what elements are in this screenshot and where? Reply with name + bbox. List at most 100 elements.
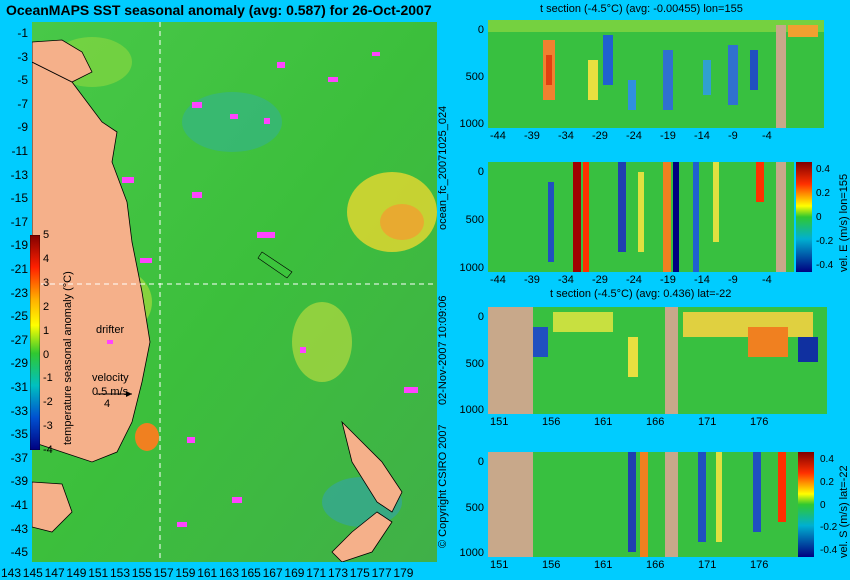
latitude-tick-label: -29 <box>10 356 28 371</box>
y-tick-label: 500 <box>465 501 484 514</box>
t-section-lat-panel[interactable] <box>488 307 827 414</box>
vel-s-colorbar <box>798 452 814 557</box>
copyright-label: © Copyright CSIRO 2007 <box>437 424 449 548</box>
latitude-tick-label: -37 <box>10 450 28 465</box>
longitude-tick-label: 153 <box>110 566 131 580</box>
x-tick-label: 166 <box>646 416 665 428</box>
x-tick-label: 161 <box>594 559 613 571</box>
colorbar-tick-label: 0.4 <box>820 454 834 465</box>
longitude-tick-label: 161 <box>197 566 218 580</box>
y-tick-label: 0 <box>477 311 484 323</box>
longitude-tick-label: 151 <box>88 566 109 580</box>
x-tick-label: -4 <box>762 274 772 286</box>
t-section-lon-panel[interactable] <box>488 20 824 128</box>
x-tick-label: -14 <box>694 130 710 142</box>
drifter-marker <box>328 77 338 82</box>
y-tick-label: 500 <box>465 357 484 370</box>
forecast-id-label: ocean_fc_20071025_024 <box>437 105 449 230</box>
longitude-tick-label: 167 <box>262 566 283 580</box>
section-plot <box>488 20 824 128</box>
latitude-tick-label: -7 <box>17 96 28 111</box>
vel-e-lon-panel[interactable] <box>488 162 794 272</box>
drifter-marker <box>230 114 238 119</box>
colorbar-tick-label: -0.2 <box>816 236 834 247</box>
latitude-tick-label: -5 <box>17 73 28 88</box>
drifter-marker <box>122 177 134 183</box>
latitude-tick-label: -15 <box>10 191 28 206</box>
latitude-tick-label: -39 <box>10 474 28 489</box>
colorbar-gradient <box>798 452 814 557</box>
longitude-tick-label: 157 <box>153 566 174 580</box>
warm-eddy <box>135 423 159 451</box>
latitude-tick-label: -31 <box>10 380 28 394</box>
map-canvas <box>32 22 437 562</box>
drifter-marker <box>232 497 242 503</box>
latitude-tick-label: -41 <box>10 498 28 512</box>
x-tick-label: 176 <box>750 416 769 428</box>
vel-s-lat-panel[interactable] <box>488 452 798 557</box>
colorbar-tick-label: 4 <box>43 252 50 265</box>
drifter-marker <box>107 340 113 344</box>
new-caledonia-outline <box>257 251 293 279</box>
map-title: OceanMAPS SST seasonal anomaly (avg: 0.5… <box>6 2 432 18</box>
new-zealand-north-island <box>341 420 403 513</box>
x-tick-label: -39 <box>524 274 540 286</box>
drifter-marker <box>187 437 195 443</box>
x-tick-label: 151 <box>490 559 509 571</box>
latitude-tick-label: -1 <box>17 26 28 40</box>
drifter-marker <box>177 522 187 527</box>
drifter-marker <box>257 232 275 238</box>
latitude-tick-label: -11 <box>11 144 28 158</box>
colorbar-gradient <box>30 235 40 450</box>
x-tick-label: -39 <box>524 130 540 142</box>
latitude-tick-label: -23 <box>10 285 28 300</box>
longitude-tick-label: 175 <box>349 566 370 580</box>
x-tick-label: 166 <box>646 559 665 571</box>
velocity-arrow-head <box>126 391 132 397</box>
x-tick-label: -34 <box>558 130 574 142</box>
x-tick-label: 171 <box>698 416 717 428</box>
x-tick-label: -44 <box>490 274 506 286</box>
sst-anomaly-map[interactable] <box>32 22 437 562</box>
longitude-tick-label: 149 <box>66 566 87 580</box>
colorbar-tick-label: -0.2 <box>820 522 838 534</box>
drifter-marker <box>300 347 306 353</box>
colorbar-tick-label: -4 <box>43 444 53 457</box>
longitude-tick-label: 179 <box>393 566 414 580</box>
x-tick-label: 151 <box>490 416 509 428</box>
warm-anomaly-core <box>380 204 424 240</box>
x-tick-label: -29 <box>592 274 608 286</box>
tasmania-landmass <box>32 481 73 533</box>
latitude-tick-label: -17 <box>10 214 28 229</box>
x-tick-label: -4 <box>762 130 772 142</box>
latitude-tick-label: -9 <box>17 120 28 135</box>
colorbar-tick-label: 0.4 <box>816 164 830 175</box>
drifter-marker <box>372 52 380 56</box>
colorbar-tick-label: 0 <box>820 499 826 511</box>
x-tick-label: 171 <box>698 559 717 571</box>
x-tick-label: -24 <box>626 130 642 142</box>
section-plot <box>488 452 798 557</box>
colorbar-tick-label: 5 <box>43 229 50 241</box>
y-tick-label: 1000 <box>459 262 484 274</box>
drifter-marker <box>264 118 270 124</box>
vel-e-colorbar-label: vel. E (m/s) lon=155 <box>838 173 850 272</box>
colorbar-tick-label: 0 <box>43 348 50 361</box>
vel-e-colorbar <box>796 162 812 272</box>
longitude-tick-label: 165 <box>240 566 261 580</box>
colorbar-tick-label: -0.4 <box>820 545 838 556</box>
y-tick-label: 0 <box>477 24 484 36</box>
colorbar-tick-label: 0.2 <box>816 188 830 199</box>
y-tick-label: 0 <box>477 166 484 178</box>
map-colorbar-label: temperature seasonal anomaly (°C) <box>62 271 74 445</box>
x-tick-label: -19 <box>660 274 676 286</box>
latitude-tick-label: -25 <box>10 309 28 324</box>
drifter-marker <box>277 62 285 68</box>
x-tick-label: -34 <box>558 274 574 286</box>
drifter-marker <box>192 192 202 198</box>
longitude-tick-label: 143 <box>1 566 22 580</box>
latitude-tick-label: -19 <box>10 238 28 253</box>
x-tick-label: 156 <box>542 559 561 571</box>
latitude-tick-label: -3 <box>17 49 28 64</box>
y-tick-label: 500 <box>465 214 484 226</box>
